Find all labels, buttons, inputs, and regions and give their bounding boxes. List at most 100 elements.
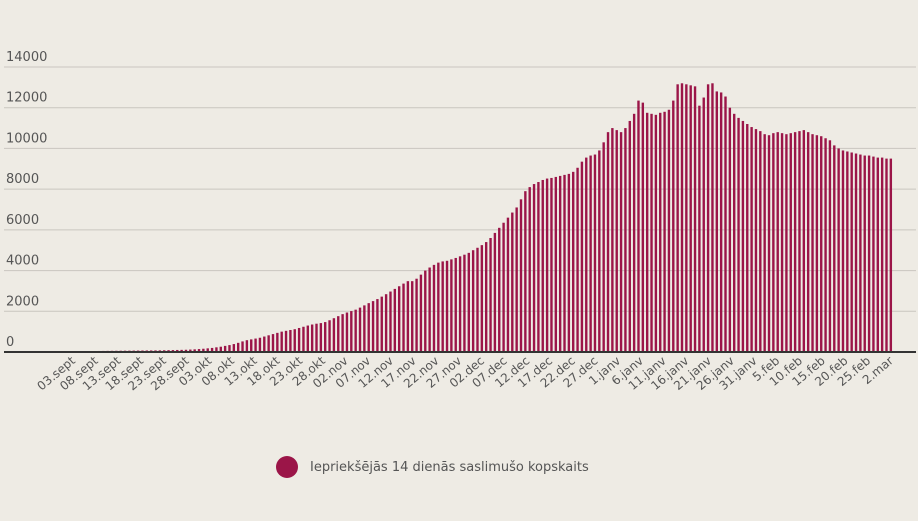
bar [680, 83, 684, 352]
legend-swatch-icon [276, 456, 298, 478]
bar [515, 207, 518, 352]
bar [411, 281, 414, 352]
bar [450, 259, 453, 353]
bar [371, 301, 375, 352]
bar [659, 112, 662, 352]
bar [432, 264, 436, 352]
bar [289, 330, 292, 352]
bar [785, 134, 788, 352]
bar [267, 335, 270, 352]
bar [393, 288, 397, 352]
bar [828, 140, 832, 352]
bar [733, 113, 736, 352]
bar [263, 336, 266, 352]
bar [637, 100, 640, 352]
bar [759, 131, 762, 353]
bar [776, 132, 779, 352]
bar [850, 152, 853, 352]
bar [197, 349, 201, 352]
bar [811, 134, 814, 352]
bar [245, 340, 249, 352]
bar [863, 155, 866, 352]
bar [619, 132, 623, 352]
bar [724, 96, 727, 353]
bar [763, 134, 766, 352]
bar [402, 283, 405, 352]
bar [767, 135, 771, 352]
bar [397, 286, 401, 352]
bar [676, 84, 679, 353]
bar [376, 299, 379, 352]
legend: Iepriekšējās 14 dienās saslimušo kopskai… [276, 456, 589, 478]
bar [415, 278, 418, 352]
bar [341, 314, 344, 352]
bar [719, 92, 723, 352]
bar [363, 305, 366, 352]
bar [689, 85, 692, 352]
bar [532, 184, 536, 352]
bar [798, 131, 801, 353]
bar [276, 332, 279, 352]
bar [236, 342, 240, 352]
bar [489, 238, 492, 352]
bar [837, 148, 840, 352]
bar [593, 154, 597, 352]
bar [315, 323, 318, 352]
bar [458, 256, 462, 352]
bar [206, 348, 209, 352]
bar [310, 324, 314, 352]
bar [367, 303, 370, 352]
bar [219, 346, 222, 352]
bar [210, 347, 214, 352]
bar [345, 312, 349, 352]
bar [480, 245, 484, 353]
bar [789, 133, 792, 352]
y-tick-label: 0 [6, 335, 14, 350]
y-tick-label: 14000 [6, 50, 47, 65]
bar [545, 178, 549, 352]
bar [693, 86, 697, 352]
bar [876, 157, 879, 352]
bar [889, 158, 893, 352]
bar [380, 296, 383, 352]
bar [598, 150, 601, 352]
bar [293, 329, 296, 352]
bar [602, 142, 605, 352]
bar [585, 157, 588, 352]
bar [667, 109, 671, 352]
bar [550, 177, 553, 352]
bar [476, 247, 479, 352]
bar [463, 254, 466, 352]
bar [254, 338, 257, 352]
bar [702, 97, 705, 352]
bar [524, 191, 527, 352]
bar [554, 176, 558, 352]
bar [872, 156, 875, 352]
bar [424, 270, 427, 352]
bar [189, 349, 192, 352]
bar [754, 129, 758, 352]
bar [506, 217, 510, 352]
bar [302, 326, 305, 352]
bar [284, 330, 288, 352]
bar [441, 261, 444, 352]
bar [184, 349, 188, 352]
bar [493, 232, 497, 352]
bar [541, 179, 544, 352]
bar [498, 227, 501, 352]
bar [354, 309, 357, 352]
bar [389, 291, 392, 352]
bar [502, 222, 505, 352]
bar [624, 128, 627, 352]
bar [880, 157, 884, 352]
bar [306, 325, 309, 352]
bar [176, 349, 179, 352]
bar [297, 327, 301, 352]
bar [885, 158, 888, 352]
bar [180, 349, 183, 352]
bar [528, 187, 531, 352]
bar [711, 83, 714, 352]
bar [319, 323, 323, 352]
